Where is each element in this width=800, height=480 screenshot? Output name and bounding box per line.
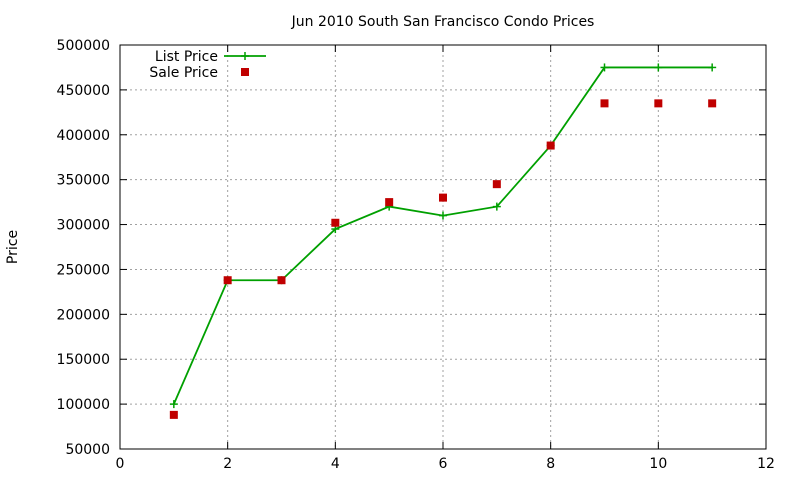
legend-label: List Price [155, 49, 218, 65]
y-tick-label: 250000 [57, 262, 110, 278]
sale-price-point [169, 410, 178, 419]
y-tick-label: 450000 [57, 83, 110, 99]
list-price-point [708, 63, 717, 72]
x-tick-label: 6 [439, 456, 448, 472]
sale-price-point [492, 180, 501, 189]
y-tick-label: 350000 [57, 173, 110, 189]
y-tick-label: 300000 [57, 218, 110, 234]
legend-square-marker [241, 68, 249, 76]
series-sale-price [169, 99, 717, 419]
sale-price-point [223, 276, 232, 285]
sale-price-point [331, 218, 340, 227]
x-tick-labels: 0 2 4 6 8 10 12 [116, 456, 775, 472]
x-tick-label: 8 [546, 456, 555, 472]
y-tick-labels: 50000 100000 150000 200000 250000 300000 35000… [57, 38, 110, 458]
sale-price-point [385, 198, 394, 207]
y-tick-label: 400000 [57, 128, 110, 144]
legend-label: Sale Price [149, 65, 218, 81]
y-tick-label: 100000 [57, 397, 110, 413]
grid-layer [120, 45, 766, 449]
list-price-point [169, 400, 178, 409]
legend-plus-marker [241, 52, 249, 60]
series-layer [169, 63, 717, 419]
x-tick-label: 10 [649, 456, 667, 472]
y-tick-label: 500000 [57, 38, 110, 54]
tick-marks [119, 44, 767, 450]
list-price-point [600, 63, 609, 72]
sale-price-point [654, 99, 663, 108]
chart-title: Jun 2010 South San Francisco Condo Price… [291, 14, 595, 30]
list-price-point [654, 63, 663, 72]
x-tick-label: 4 [331, 456, 340, 472]
list-price-point [439, 211, 447, 220]
list-price-point [492, 202, 501, 211]
sale-price-point [546, 141, 555, 150]
y-tick-label: 50000 [65, 442, 110, 458]
y-tick-label: 150000 [57, 352, 110, 368]
y-tick-label: 200000 [57, 307, 110, 323]
sale-price-point [600, 99, 609, 108]
sale-price-point [277, 276, 286, 285]
y-axis-title: Price [5, 230, 21, 264]
sale-price-point [708, 99, 717, 108]
x-tick-label: 12 [757, 456, 775, 472]
x-tick-label: 0 [116, 456, 125, 472]
sale-price-point [439, 193, 447, 202]
x-tick-label: 2 [223, 456, 232, 472]
